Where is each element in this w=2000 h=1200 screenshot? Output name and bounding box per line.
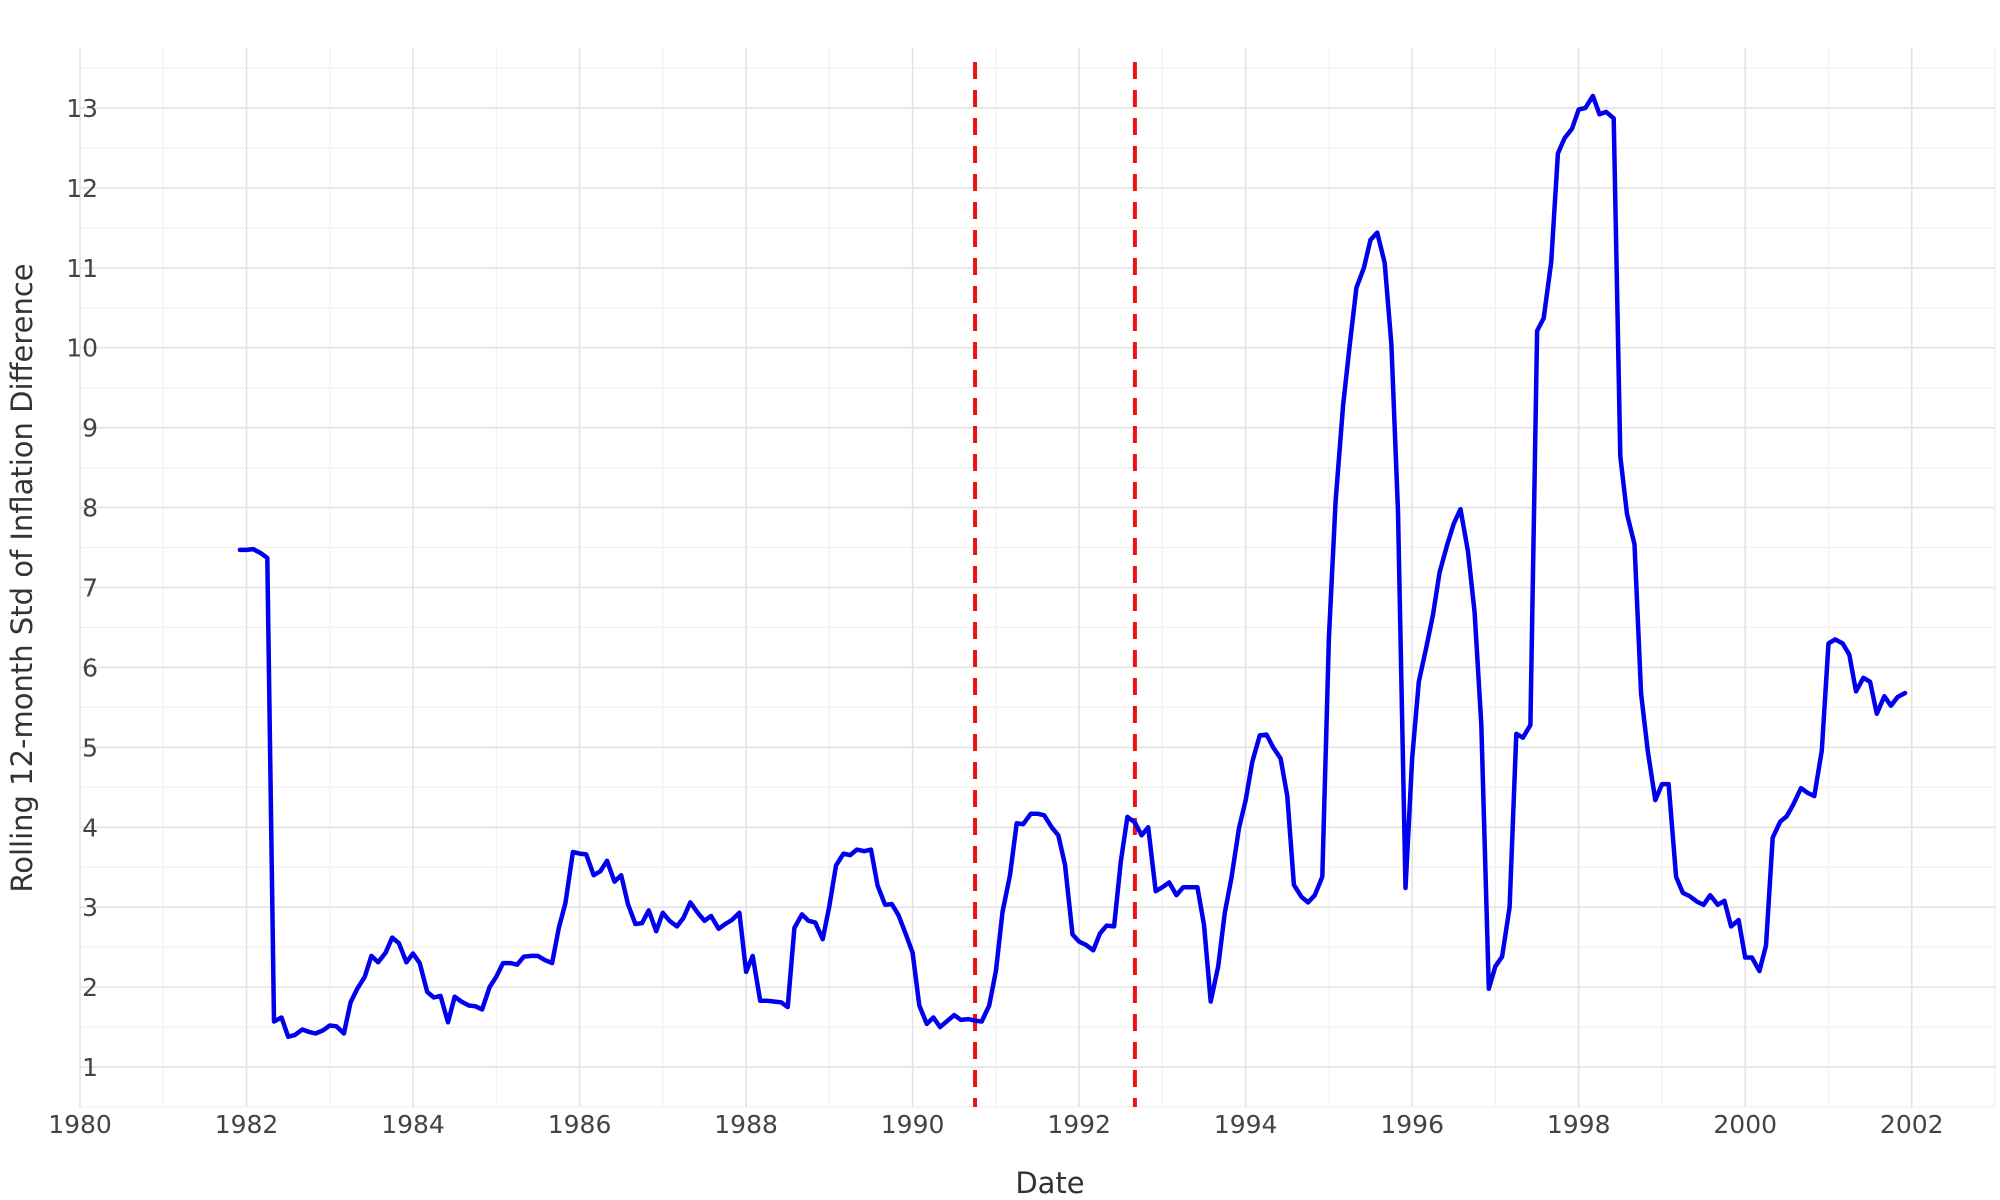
x-tick-label: 1988 — [714, 1110, 778, 1139]
y-tick-label: 13 — [66, 94, 98, 123]
y-tick-label: 12 — [66, 174, 98, 203]
x-tick-label: 2002 — [1880, 1110, 1944, 1139]
x-tick-label: 1996 — [1380, 1110, 1444, 1139]
x-tick-label: 1990 — [881, 1110, 945, 1139]
minor-gridlines — [80, 48, 1996, 1108]
x-tick-label: 1986 — [548, 1110, 612, 1139]
y-tick-label: 2 — [82, 973, 98, 1002]
series-layer — [237, 93, 1908, 1039]
y-tick-label: 5 — [82, 733, 98, 762]
x-tick-label: 1980 — [48, 1110, 112, 1139]
y-tick-label: 3 — [82, 893, 98, 922]
y-axis-title: Rolling 12-month Std of Inflation Differ… — [5, 263, 39, 892]
x-tick-label: 1994 — [1214, 1110, 1278, 1139]
x-tick-label: 1992 — [1047, 1110, 1111, 1139]
x-tick-label: 1998 — [1547, 1110, 1611, 1139]
y-tick-label: 7 — [82, 573, 98, 602]
x-axis-title: Date — [1015, 1166, 1084, 1200]
x-tick-label: 1984 — [381, 1110, 445, 1139]
x-tick-labels: 1980 1982 1984 1986 1988 1990 1992 1994 1996 1998… — [48, 1110, 1943, 1139]
y-tick-label: 11 — [66, 254, 98, 283]
major-gridlines — [79, 48, 1995, 1107]
reference-lines — [973, 62, 1137, 1107]
y-tick-label: 9 — [82, 414, 98, 443]
x-tick-label: 2000 — [1713, 1110, 1777, 1139]
y-tick-label: 10 — [66, 334, 98, 363]
y-tick-label: 1 — [82, 1053, 98, 1082]
x-tick-label: 1982 — [215, 1110, 279, 1139]
series-line — [237, 93, 1908, 1039]
y-tick-label: 6 — [82, 653, 98, 682]
y-tick-label: 8 — [82, 494, 98, 523]
y-tick-label: 4 — [82, 813, 98, 842]
